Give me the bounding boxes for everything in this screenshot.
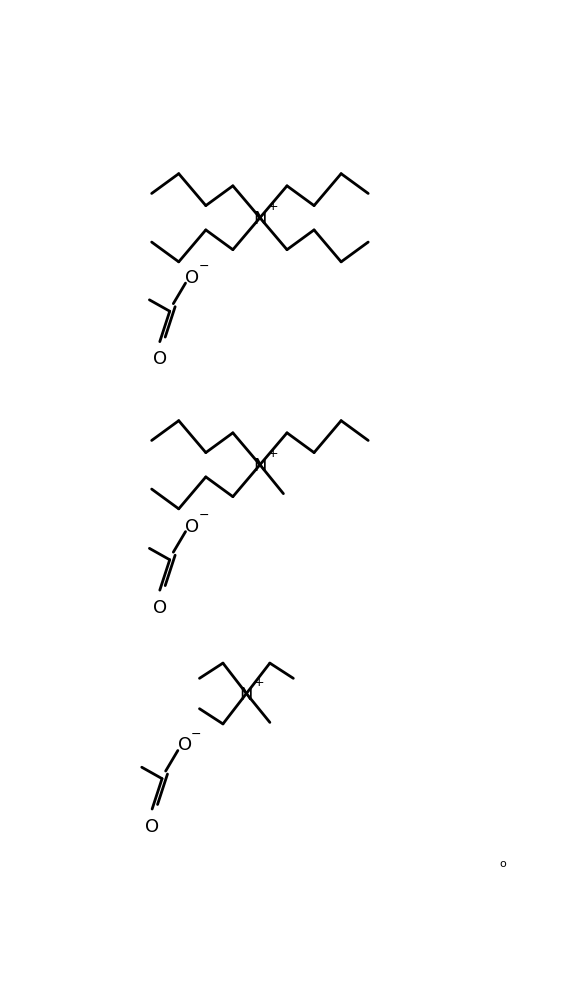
Text: N: N (240, 685, 253, 703)
Text: −: − (199, 508, 210, 522)
Text: o: o (499, 859, 506, 869)
Text: −: − (199, 260, 210, 273)
Text: O: O (185, 517, 200, 535)
Text: O: O (145, 817, 159, 835)
Text: O: O (152, 350, 167, 368)
Text: N: N (253, 457, 267, 474)
Text: O: O (178, 736, 191, 753)
Text: O: O (185, 269, 200, 287)
Text: +: + (267, 200, 278, 213)
Text: +: + (254, 675, 264, 688)
Text: N: N (253, 210, 267, 228)
Text: O: O (152, 599, 167, 616)
Text: −: − (191, 727, 201, 740)
Text: +: + (267, 447, 278, 459)
